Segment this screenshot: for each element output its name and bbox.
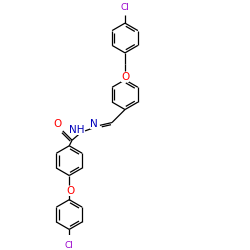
Text: N: N <box>90 120 98 130</box>
Text: O: O <box>54 119 62 129</box>
Text: Cl: Cl <box>65 240 74 250</box>
Text: O: O <box>121 72 129 83</box>
Text: O: O <box>66 186 74 196</box>
Text: NH: NH <box>68 125 84 135</box>
Text: Cl: Cl <box>120 3 130 12</box>
